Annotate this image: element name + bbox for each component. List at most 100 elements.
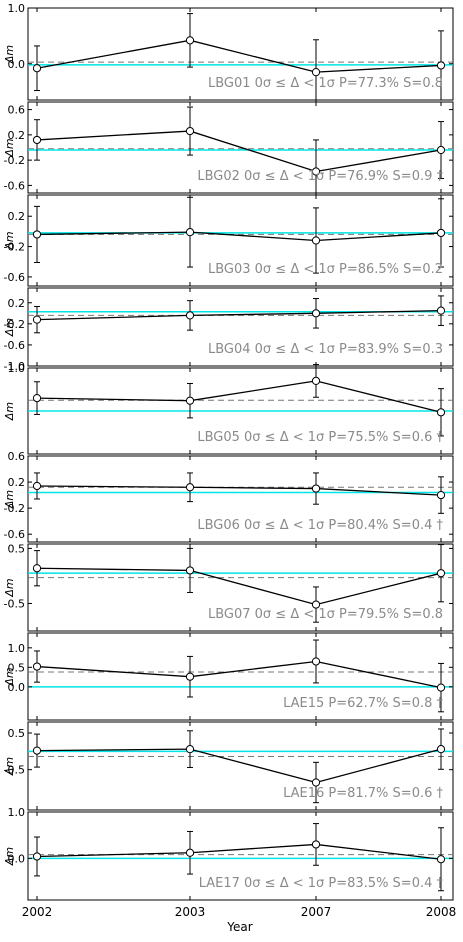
lbg07-annotation-label: LBG07 0σ ≤ Δ < 1σ P=79.5% S=0.8	[208, 607, 443, 622]
lbg03-data-point	[185, 228, 195, 237]
lbg07-series-line	[36, 567, 442, 606]
lbg03-data-point	[311, 236, 321, 245]
lae15-ytick-label: 0.5	[8, 661, 26, 674]
lae17-ytick-label: 0.0	[8, 852, 26, 865]
lae16-data-point	[185, 745, 195, 754]
lae15-ytick-label: 1.0	[8, 642, 26, 655]
lbg05-data-point	[32, 394, 42, 403]
lbg02-data-point	[185, 126, 195, 136]
lbg05-ytick-label: 1.0	[8, 362, 26, 375]
lbg02-ytick-label: -0.6	[4, 179, 25, 192]
lbg07-data-point	[436, 569, 446, 578]
lbg05-annotation-label: LBG05 0σ ≤ Δ < 1σ P=75.5% S=0.6 †	[197, 430, 443, 445]
lbg02-ytick-label: 0.2	[8, 129, 26, 142]
lae16-annotation-label: LAE16 P=81.7% S=0.6 †	[283, 786, 443, 801]
lae17-series-line	[36, 843, 442, 860]
lbg07-ylabel: Δm	[3, 578, 16, 597]
lae17-data-point	[32, 852, 42, 861]
lbg01-ytick-label: 0.0	[8, 58, 26, 71]
lbg01-data-point	[436, 61, 446, 70]
lae16-series-line	[36, 748, 442, 784]
lbg04-data-point	[311, 309, 321, 318]
lae15-data-point	[311, 657, 321, 666]
lbg01-data-point	[32, 64, 42, 73]
lbg05-series-line	[36, 380, 442, 413]
lbg03-data-point	[436, 228, 446, 238]
lbg06-data-point	[436, 490, 446, 500]
lbg07-ytick-label: 0.5	[8, 542, 26, 555]
lbg02-data-point	[436, 145, 446, 155]
lbg04-ytick-label: 0.2	[8, 297, 26, 310]
lbg01-data-point	[185, 36, 195, 45]
lbg03-ylabel: Δm	[3, 231, 16, 250]
lbg02-data-point	[32, 135, 42, 145]
lae15-data-point	[436, 683, 446, 692]
lbg04-data-point	[32, 315, 42, 324]
lbg06-ytick-label: -0.6	[4, 528, 25, 541]
lbg01-ylabel: Δm	[3, 45, 16, 64]
lbg06-ytick-label: 0.2	[8, 476, 26, 489]
x-tick-label-2008: 2008	[426, 905, 457, 919]
x-tick-label-2003: 2003	[175, 905, 206, 919]
lbg01-annotation-label: LBG01 0σ ≤ Δ < 1σ P=77.3% S=0.8	[208, 76, 443, 91]
lae15-series-line	[36, 660, 442, 689]
lbg03-ytick-label: -0.6	[4, 271, 25, 284]
lbg02-data-point	[311, 167, 321, 176]
lae15-ylabel: Δm	[3, 667, 16, 686]
lbg04-data-point	[436, 306, 446, 315]
lbg03-axes-frame	[27, 194, 454, 287]
lbg03-data-point	[32, 230, 42, 239]
lae16-axes-frame	[27, 721, 454, 811]
lbg04-data-point	[185, 311, 195, 320]
lbg01-data-point	[311, 68, 321, 77]
lbg07-data-point	[185, 566, 195, 575]
lae16-data-point	[436, 745, 446, 754]
lbg06-data-point	[32, 481, 42, 491]
lae15-annotation-label: LAE15 P=62.7% S=0.8 †	[283, 696, 443, 711]
x-tick-label-2007: 2007	[301, 905, 332, 919]
lbg04-annotation-label: LBG04 0σ ≤ Δ < 1σ P=83.9% S=0.3	[208, 342, 443, 357]
lae15-ytick-label: 0.0	[8, 681, 26, 694]
lae17-data-point	[436, 855, 446, 864]
lbg07-data-point	[32, 564, 42, 573]
lbg07-ytick-label: -0.5	[4, 597, 25, 610]
lbg05-data-point	[436, 408, 446, 417]
lbg02-ytick-label: 0.6	[8, 104, 26, 117]
lae16-ylabel: Δm	[3, 757, 16, 776]
lbg02-ytick-label: -0.2	[4, 154, 25, 167]
lbg06-ylabel: Δm	[3, 490, 16, 509]
lbg01-series-line	[36, 39, 442, 73]
lbg03-annotation-label: LBG03 0σ ≤ Δ < 1σ P=86.5% S=0.2	[208, 262, 443, 277]
lbg03-series-line	[36, 231, 442, 242]
lbg06-data-point	[311, 484, 321, 493]
lbg06-data-point	[185, 483, 195, 492]
lbg04-ytick-label: -0.2	[4, 318, 25, 331]
lae16-data-point	[32, 746, 42, 755]
lbg01-axes-frame	[27, 7, 454, 101]
lae15-axes-frame	[27, 632, 454, 721]
lbg02-series-line	[36, 130, 442, 173]
lbg04-axes-frame	[27, 287, 454, 367]
x-tick-label-2002: 2002	[22, 905, 53, 919]
lae17-data-point	[185, 848, 195, 857]
lbg02-annotation-label: LBG02 0σ ≤ Δ < 1σ P=76.9% S=0.9 †	[197, 169, 443, 184]
lae16-data-point	[311, 778, 321, 787]
lbg05-data-point	[311, 376, 321, 385]
lae16-ytick-label: 0.5	[8, 727, 26, 740]
x-axis-label: Year	[226, 920, 252, 934]
lbg04-ylabel: Δm	[3, 318, 16, 337]
lae16-ytick-label: -0.5	[4, 764, 25, 777]
lbg04-series-line	[36, 310, 442, 321]
lae15-data-point	[32, 662, 42, 671]
lbg04-ytick-label: -1.0	[4, 360, 25, 373]
lbg06-ytick-label: 0.6	[8, 450, 26, 463]
lae17-ytick-label: 1.0	[8, 806, 26, 819]
lae17-annotation-label: LAE17 0σ ≤ Δ < 1σ P=83.5% S=0.4 †	[199, 876, 444, 891]
lbg06-annotation-label: LBG06 0σ ≤ Δ < 1σ P=80.4% S=0.4 †	[197, 518, 443, 533]
lae15-data-point	[185, 672, 195, 681]
lbg06-series-line	[36, 485, 442, 496]
lae17-ylabel: Δm	[3, 847, 16, 866]
lbg02-ylabel: Δm	[3, 138, 16, 157]
